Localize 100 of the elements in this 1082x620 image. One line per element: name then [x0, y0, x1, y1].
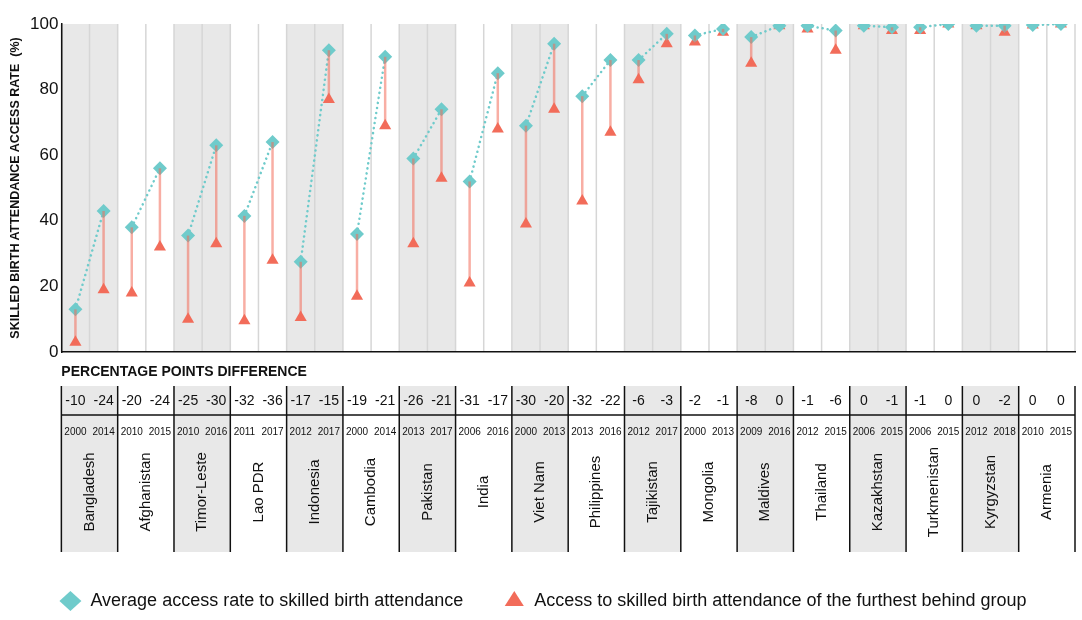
- point: [575, 89, 590, 104]
- point: [576, 194, 589, 205]
- point: [152, 161, 167, 176]
- x-tick-label: 2016: [486, 425, 510, 437]
- text: PERCENTAGE POINTS DIFFERENCE: [61, 362, 307, 379]
- point: [209, 138, 224, 153]
- point: [659, 26, 674, 41]
- y-tick-label: 40: [39, 210, 59, 230]
- point: [124, 220, 139, 235]
- point: [266, 253, 279, 264]
- text: -3: [660, 391, 674, 408]
- x-tick-label: 2010: [176, 425, 200, 437]
- text: Bangladesh: [79, 452, 97, 532]
- point: [68, 302, 83, 317]
- point: [829, 43, 842, 54]
- text: 0: [859, 391, 868, 408]
- point: [604, 125, 617, 136]
- point: [293, 254, 308, 269]
- point: [518, 118, 533, 133]
- point: [490, 66, 505, 81]
- text: 0: [972, 391, 981, 408]
- point: [434, 102, 449, 117]
- x-tick-label: 2000: [64, 425, 87, 437]
- x-tick-label: 2012: [627, 425, 651, 437]
- point: [210, 236, 223, 248]
- text: -6: [829, 391, 843, 408]
- x-tick-label: 2016: [205, 425, 228, 437]
- point: [744, 30, 759, 45]
- x-tick-label: 2006: [909, 425, 932, 437]
- point: [182, 312, 195, 323]
- text: 0: [1057, 391, 1066, 408]
- x-tick-label: 2013: [402, 425, 425, 437]
- text: -30: [515, 391, 537, 408]
- point: [547, 36, 562, 51]
- x-tick-label: 2010: [120, 425, 144, 437]
- point: [603, 53, 618, 68]
- point: [265, 135, 280, 150]
- point: [435, 171, 448, 182]
- text: Kazakhstan: [868, 452, 886, 532]
- x-tick-label: 2015: [1049, 425, 1073, 437]
- point: [828, 24, 843, 38]
- x-tick-label: 2000: [683, 425, 707, 437]
- text: Maldives: [755, 462, 773, 522]
- x-tick-label: 2018: [993, 425, 1017, 437]
- point: [745, 56, 758, 67]
- text: -1: [716, 391, 730, 408]
- x-tick-label: 2012: [796, 425, 820, 437]
- text: -25: [177, 391, 199, 408]
- x-tick-label: 2006: [458, 425, 482, 437]
- text: -10: [65, 391, 86, 408]
- x-tick-label: 2010: [1021, 425, 1045, 437]
- point: [378, 49, 393, 64]
- text: -20: [121, 391, 143, 408]
- point: [406, 151, 421, 166]
- text: -20: [543, 391, 565, 408]
- text: Thailand: [811, 463, 829, 521]
- point: [632, 72, 645, 84]
- x-tick-label: 2013: [711, 425, 735, 437]
- text: Armenia: [1036, 463, 1054, 520]
- x-tick-label: 2015: [880, 425, 904, 437]
- legend-label: Access to skilled birth attendance of the furthest behind group: [534, 589, 1027, 610]
- point: [181, 228, 196, 243]
- point: [687, 28, 702, 43]
- text: -17: [487, 391, 509, 408]
- text: -15: [318, 391, 340, 408]
- x-tick-label: 2017: [261, 425, 285, 437]
- text: -30: [206, 391, 227, 408]
- point: [69, 335, 82, 346]
- text: -22: [600, 391, 621, 408]
- text: Lao PDR: [248, 461, 266, 523]
- y-tick-label: 60: [39, 144, 59, 164]
- text: -24: [149, 391, 171, 408]
- x-tick-label: 2000: [345, 425, 369, 437]
- point: [322, 92, 335, 103]
- y-tick-label: 0: [48, 341, 59, 361]
- text: -36: [262, 391, 283, 408]
- text: Pakistan: [417, 463, 435, 521]
- text: -1: [913, 391, 927, 408]
- x-tick-label: 2016: [599, 425, 622, 437]
- text: -31: [459, 391, 480, 408]
- y-tick-label: 20: [39, 276, 59, 296]
- text: Mongolia: [699, 460, 717, 523]
- text: -2: [998, 391, 1012, 408]
- y-tick-label: 80: [39, 79, 59, 99]
- x-tick-label: 2006: [852, 425, 876, 437]
- point: [350, 226, 365, 241]
- x-tick-label: 2000: [514, 425, 538, 437]
- text: -8: [744, 391, 758, 408]
- text: Timor-Leste: [192, 452, 210, 532]
- point: [153, 240, 166, 251]
- point: [238, 313, 251, 325]
- point: [462, 174, 477, 189]
- point: [548, 102, 561, 113]
- point: [96, 203, 111, 218]
- text: Philippines: [586, 455, 604, 529]
- x-tick-label: 2015: [148, 425, 172, 437]
- text: -32: [572, 391, 593, 408]
- point: [491, 121, 504, 133]
- x-tick-label: 2013: [542, 425, 566, 437]
- x-tick-label: 2012: [965, 425, 989, 437]
